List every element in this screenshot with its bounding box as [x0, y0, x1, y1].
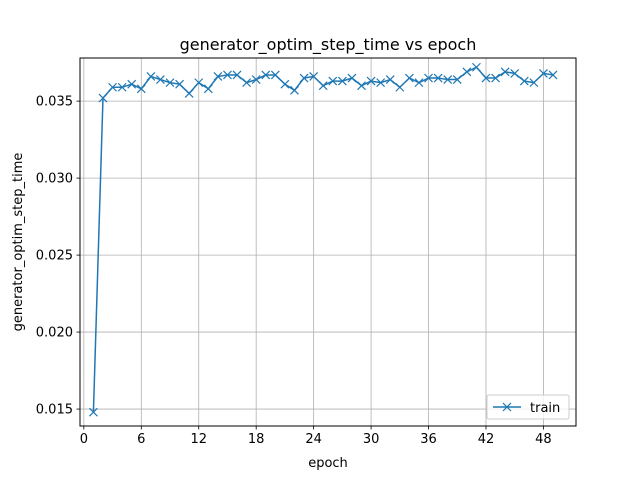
y-axis-label: generator_optim_step_time — [11, 153, 26, 332]
data-point-marker — [108, 82, 117, 92]
data-point-marker — [328, 76, 338, 86]
y-tick-label: 0.025 — [36, 249, 73, 264]
data-point-marker — [462, 67, 472, 77]
data-point-marker — [548, 70, 558, 80]
tick-layer: 0 6 12 18 24 30 36 42 48 0.015 0.020 0.025 0.030 0.03… — [36, 95, 552, 447]
data-point-marker — [347, 73, 357, 83]
data-point-marker — [136, 84, 146, 94]
y-tick-label: 0.035 — [36, 95, 73, 110]
data-point-marker — [491, 73, 500, 83]
data-point-marker — [299, 73, 309, 83]
data-point-marker — [385, 75, 395, 84]
data-point-marker — [270, 70, 280, 80]
data-point-marker — [117, 82, 127, 92]
data-point-marker — [519, 76, 529, 86]
data-point-marker — [500, 67, 510, 77]
data-point-marker — [510, 68, 520, 78]
data-point-marker — [232, 70, 242, 80]
data-point-marker — [242, 78, 252, 88]
data-point-marker — [280, 79, 290, 89]
data-point-marker — [251, 75, 261, 84]
y-tick-label: 0.015 — [36, 403, 73, 418]
data-point-marker — [156, 75, 165, 84]
x-tick-label: 24 — [305, 432, 322, 447]
data-point-marker — [261, 70, 271, 80]
data-point-marker — [213, 72, 223, 81]
data-point-marker — [194, 78, 204, 88]
x-axis-label: epoch — [308, 456, 348, 471]
data-point-marker — [404, 73, 414, 83]
data-point-marker — [414, 78, 424, 88]
data-point-marker — [366, 76, 376, 86]
x-tick-label: 12 — [190, 432, 207, 447]
x-tick-label: 18 — [248, 432, 265, 447]
data-point-marker — [98, 93, 108, 103]
data-point-marker — [146, 72, 156, 81]
data-point-marker — [309, 72, 319, 81]
data-point-marker — [357, 81, 366, 91]
legend-box — [486, 394, 570, 420]
x-tick-label: 48 — [535, 432, 552, 447]
y-tick-label: 0.020 — [36, 326, 73, 341]
data-point-marker — [165, 78, 175, 88]
data-point-marker — [376, 78, 386, 88]
chart-title: generator_optim_step_time vs epoch — [180, 35, 477, 55]
data-point-marker — [290, 85, 299, 95]
data-point-marker — [539, 68, 548, 78]
data-point-marker — [318, 81, 328, 91]
legend-marker — [502, 402, 512, 412]
legend: train — [486, 394, 570, 420]
data-point-marker — [529, 78, 539, 88]
data-point-marker — [424, 73, 433, 83]
plot-frame — [79, 57, 577, 427]
data-point-marker — [127, 79, 137, 89]
x-tick-label: 30 — [363, 432, 380, 447]
y-tick-label: 0.030 — [36, 172, 73, 187]
data-point-marker — [452, 75, 462, 84]
series-layer — [88, 62, 558, 417]
data-point-marker — [223, 70, 232, 80]
x-tick-label: 36 — [420, 432, 437, 447]
x-tick-label: 42 — [478, 432, 495, 447]
data-point-marker — [433, 73, 443, 83]
data-point-marker — [203, 84, 213, 94]
data-point-marker — [471, 62, 481, 72]
data-point-marker — [88, 407, 98, 417]
x-tick-label: 0 — [80, 432, 88, 447]
data-point-marker — [175, 79, 185, 89]
legend-label: train — [530, 401, 560, 416]
data-point-marker — [481, 73, 491, 83]
x-tick-label: 6 — [137, 432, 145, 447]
data-point-marker — [395, 82, 405, 92]
data-point-marker — [184, 88, 194, 98]
data-point-marker — [443, 75, 453, 84]
data-point-marker — [337, 76, 347, 86]
